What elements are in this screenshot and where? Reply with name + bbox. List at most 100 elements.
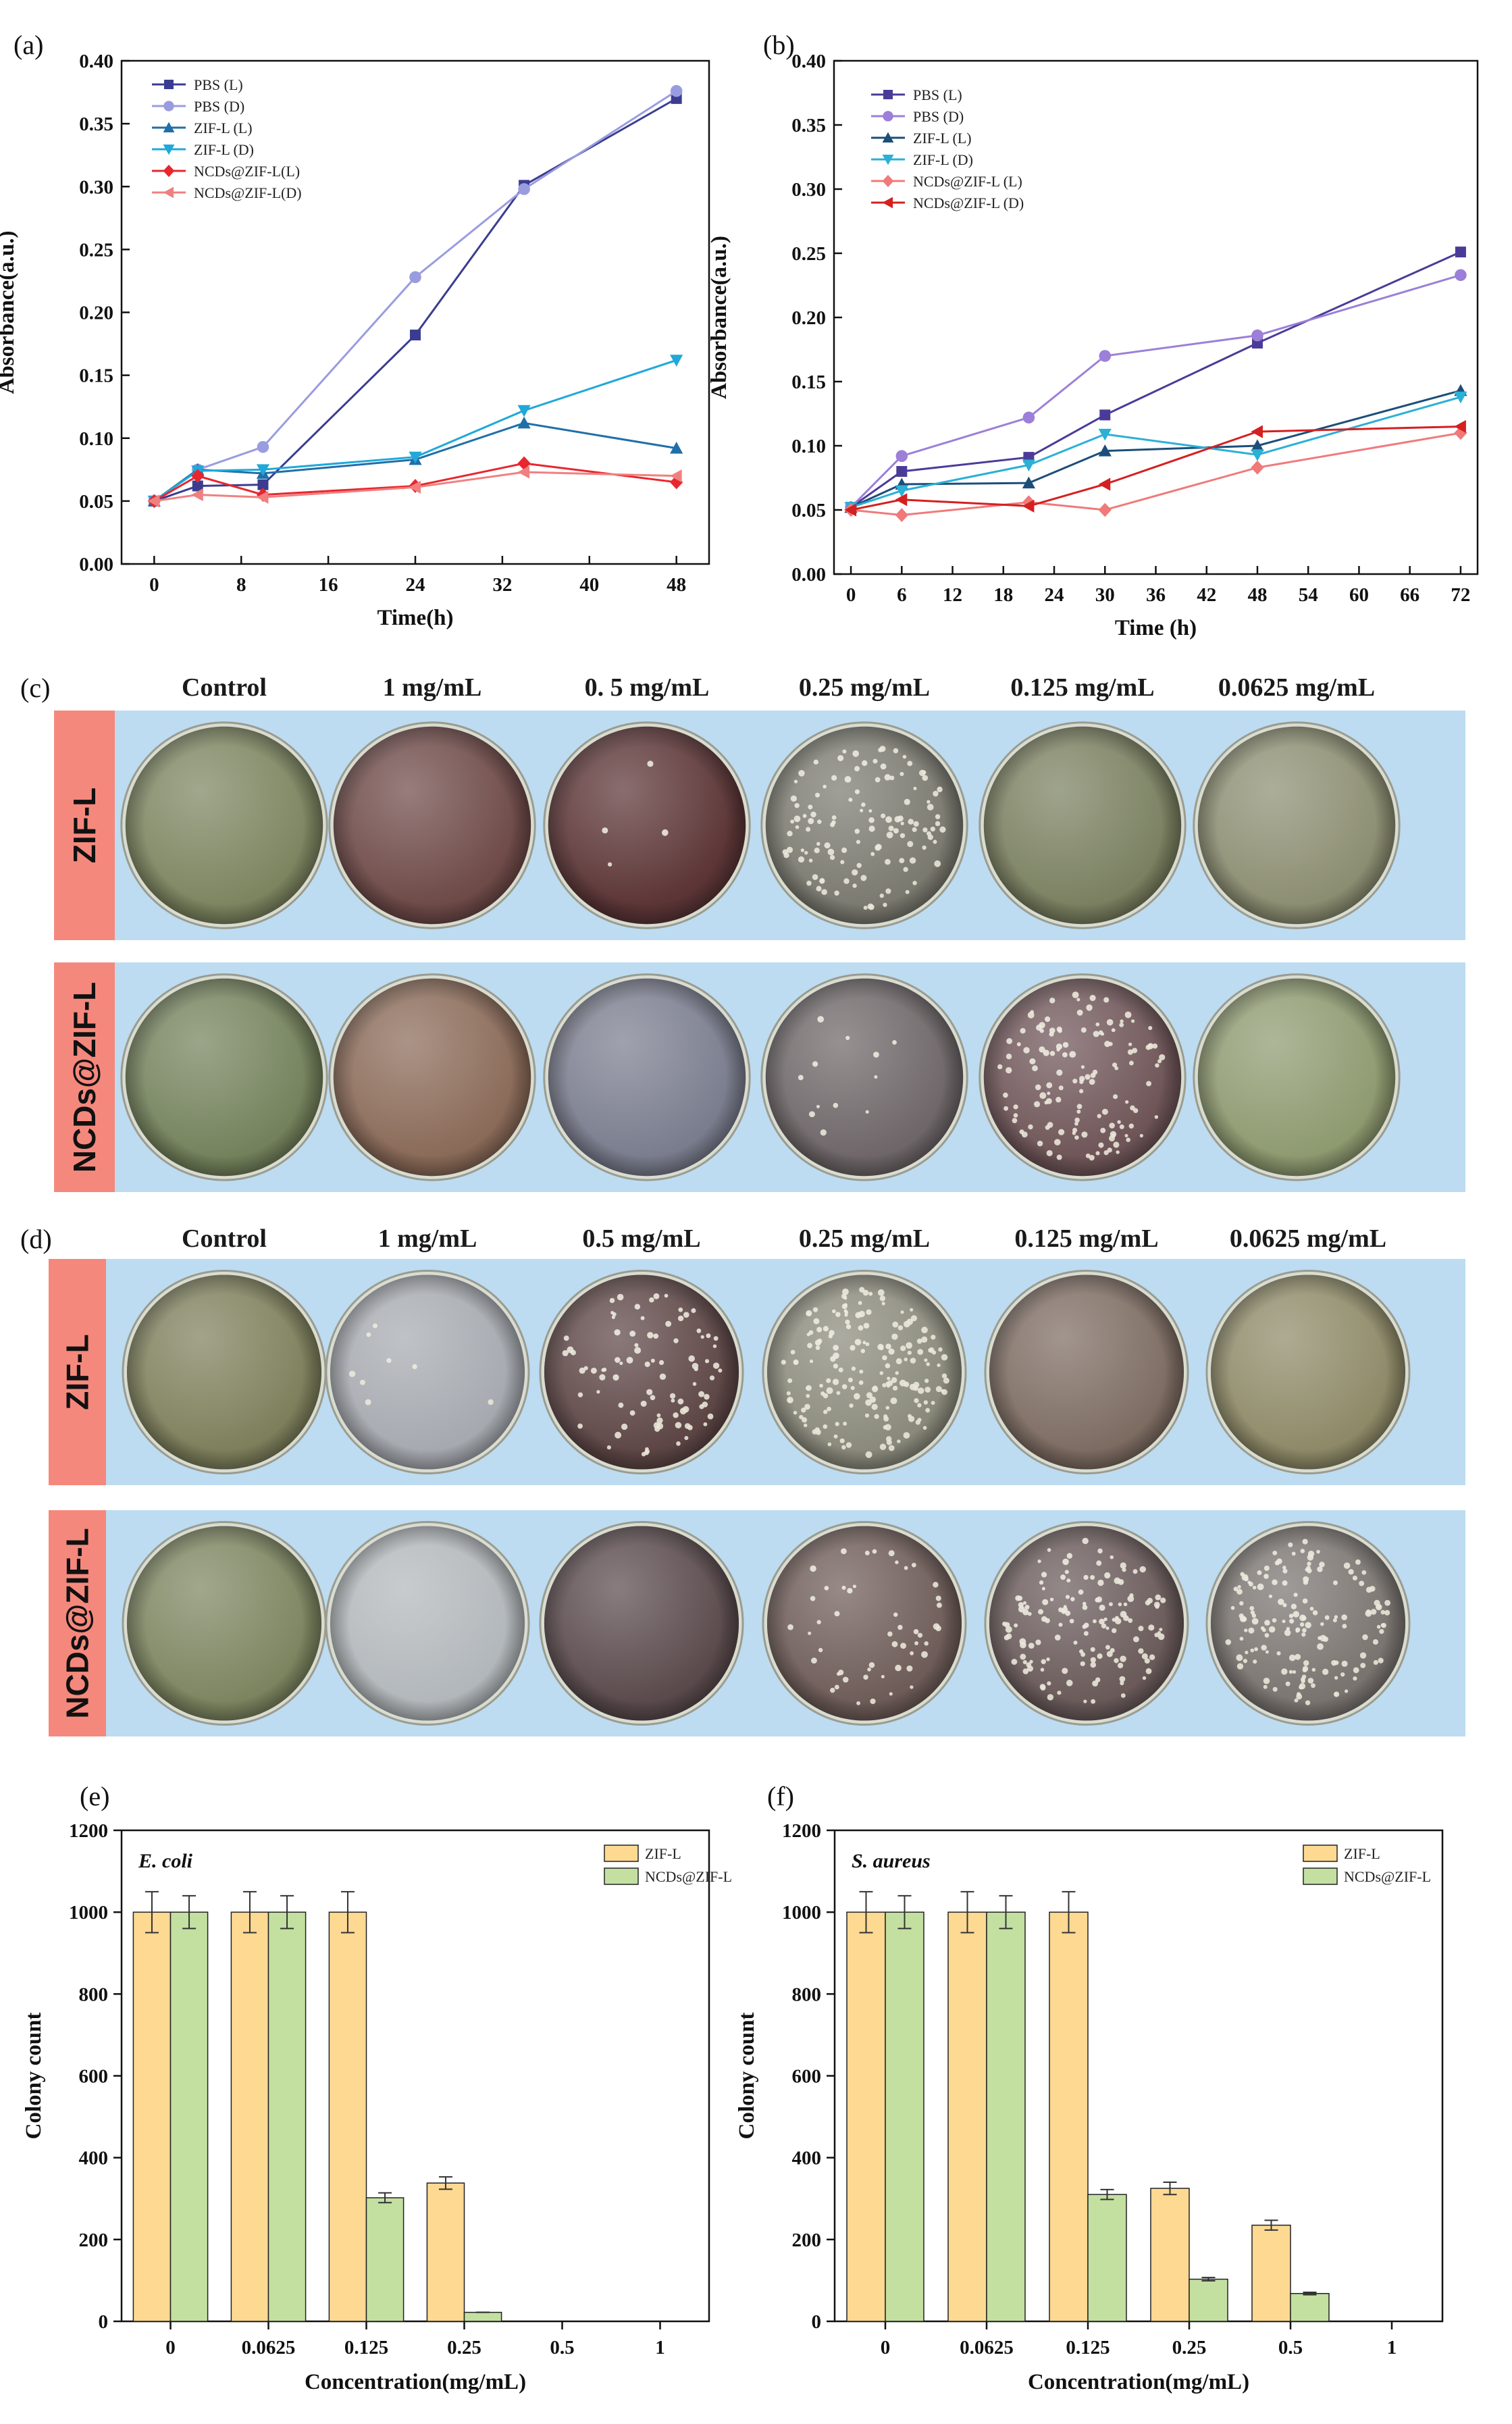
data-point [1022, 476, 1036, 489]
y-tick-label: 1200 [69, 1820, 108, 1842]
petri-dish [328, 973, 536, 1181]
bar [365, 2197, 405, 2322]
data-point [1098, 502, 1112, 517]
legend-marker [883, 90, 893, 99]
row-label: NCDs@ZIF-L [67, 982, 102, 1173]
data-point [1098, 428, 1112, 441]
data-point [409, 271, 421, 284]
concentration-label: Control [182, 673, 267, 702]
y-tick-label: 0.10 [79, 428, 113, 450]
data-point [895, 450, 908, 462]
series-line [153, 359, 677, 502]
dish-gloss [333, 978, 531, 1177]
legend-label: PBS (L) [913, 86, 962, 103]
concentration-label: 0.25 mg/mL [799, 673, 930, 702]
data-point [192, 480, 203, 492]
data-point [670, 84, 683, 97]
bar [885, 1911, 924, 2322]
dish-gloss [1197, 978, 1396, 1177]
y-tick-label: 0.15 [791, 371, 826, 393]
data-point [1454, 391, 1467, 404]
legend-label: ZIF-L [645, 1845, 681, 1862]
panel-label-f: (f) [767, 1781, 794, 1811]
dish-gloss [125, 726, 323, 925]
bar [1150, 2188, 1190, 2322]
legend-label: NCDs@ZIF-L [645, 1868, 732, 1885]
y-tick-label: 0.00 [79, 554, 113, 575]
legend-marker [164, 80, 174, 89]
petri-dish [760, 721, 968, 929]
y-tick-label: 0.05 [79, 491, 113, 513]
petri-dish [325, 1520, 530, 1726]
x-tick-label: 40 [579, 574, 599, 596]
petri-dish [1193, 973, 1401, 1181]
series-line [850, 396, 1461, 509]
y-tick-label: 0.40 [791, 51, 826, 72]
legend-marker [163, 186, 174, 199]
data-point [1098, 444, 1112, 457]
bar [1189, 2278, 1228, 2322]
legend-marker [882, 197, 893, 209]
x-axis-label: Concentration(mg/mL) [1028, 2370, 1249, 2394]
petri-dish [543, 721, 751, 929]
concentration-label: 1 mg/mL [378, 1224, 477, 1253]
legend-label: NCDs@ZIF-L (L) [913, 173, 1022, 190]
data-point [409, 480, 421, 494]
legend-swatch [1303, 1845, 1338, 1862]
concentration-label: Control [182, 1224, 267, 1253]
legend-label: PBS (D) [194, 98, 244, 115]
data-point [895, 508, 908, 522]
y-tick-label: 600 [79, 2066, 109, 2088]
dish-gloss [544, 1526, 739, 1721]
y-tick-label: 0 [99, 2311, 109, 2333]
dish-gloss [765, 726, 964, 925]
petri-dish [984, 1269, 1189, 1475]
data-point [1455, 269, 1467, 282]
bar [1087, 2194, 1127, 2322]
series-line [850, 432, 1461, 517]
row-label-box [54, 962, 115, 1192]
legend-label: PBS (L) [194, 76, 243, 93]
organism-annotation: S. aureus [852, 1850, 931, 1872]
data-point [1098, 478, 1111, 491]
data-point [1251, 425, 1263, 438]
bar [328, 1911, 367, 2322]
data-point [1099, 350, 1112, 362]
plate-grid-c: Control 1 mg/mL 0. 5 mg/mL 0.25 mg/mL 0.125 … [54, 673, 1465, 1192]
y-tick-label: 200 [79, 2229, 109, 2251]
y-axis-label: Absorbance(a.u.) [0, 230, 19, 394]
x-tick-label: 0 [846, 584, 856, 606]
x-axis-label: Concentration(mg/mL) [305, 2370, 526, 2394]
x-tick-label: 0.125 [1066, 2337, 1110, 2358]
legend-label: ZIF-L (L) [194, 120, 253, 136]
dish-gloss [1210, 1274, 1406, 1470]
concentration-label: 0.0625 mg/mL [1218, 673, 1375, 702]
dish-gloss [1210, 1526, 1406, 1721]
concentration-label: 0. 5 mg/mL [585, 673, 710, 702]
legend-marker [163, 164, 175, 178]
petri-dish [539, 1520, 744, 1726]
x-tick-label: 30 [1095, 584, 1115, 606]
legend-marker [163, 122, 175, 132]
dish-gloss [766, 1526, 962, 1721]
data-point [1022, 459, 1036, 472]
bar [132, 1911, 172, 2322]
petri-dish [979, 721, 1187, 929]
y-axis-label: Absorbance(a.u.) [707, 236, 731, 399]
panel-label-a: (a) [14, 30, 43, 60]
petri-dish [539, 1269, 744, 1475]
plot-frame [833, 1829, 1444, 2323]
panel-label-d: (d) [20, 1224, 52, 1254]
legend-marker [882, 132, 894, 143]
petri-dish [328, 721, 536, 929]
legend-label: ZIF-L (L) [913, 130, 972, 147]
data-point [1251, 449, 1264, 461]
bar [1049, 1911, 1089, 2322]
dish-gloss [544, 1274, 739, 1470]
x-tick-label: 54 [1299, 584, 1318, 606]
dish-gloss [983, 726, 1182, 925]
petri-dish [1205, 1520, 1411, 1726]
bar [426, 2182, 465, 2322]
x-tick-label: 48 [1247, 584, 1267, 606]
bar-chart-f: 0 200 400 600 800 1000 1200 0 0.0625 0.125 0.25 0.5… [735, 1820, 1444, 2394]
